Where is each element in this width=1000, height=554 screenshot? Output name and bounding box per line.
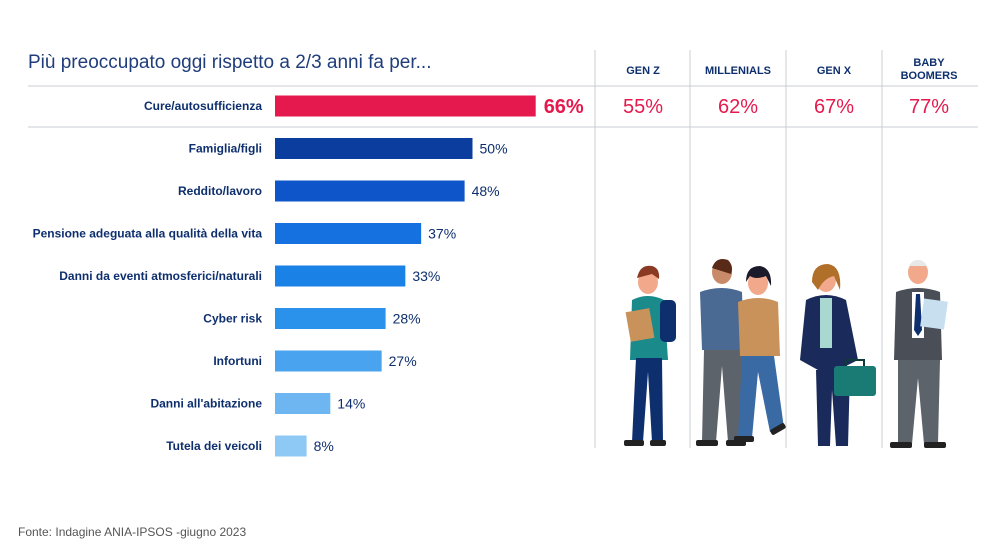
- generation-header: BOOMERS: [901, 70, 958, 82]
- gen-x-person-icon: [800, 264, 876, 446]
- people-generations-illustration: [624, 259, 948, 448]
- generation-header: GEN X: [817, 65, 852, 77]
- bar-value-label: 33%: [412, 268, 440, 284]
- category-label: Infortuni: [213, 354, 262, 368]
- bar-value-label: 66%: [544, 96, 584, 118]
- bars: [275, 95, 536, 457]
- category-label: Cure/autosufficienza: [144, 99, 262, 113]
- bar: [275, 223, 422, 244]
- bar: [275, 308, 386, 329]
- bar: [275, 95, 536, 117]
- bar-value-label: 28%: [393, 311, 421, 327]
- generation-values: 55% 62% 67% 77%: [623, 96, 949, 118]
- generation-value: 67%: [814, 96, 854, 118]
- baby-boomers-person-icon: [890, 260, 948, 448]
- bar-value-label: 8%: [314, 438, 334, 454]
- category-labels: Cure/autosufficienza Famiglia/figli Reddit…: [33, 99, 263, 453]
- chart-title: Più preoccupato oggi rispetto a 2/3 anni…: [28, 52, 432, 73]
- bar-value-label: 27%: [389, 353, 417, 369]
- bar: [275, 350, 382, 372]
- bar-value-label: 37%: [428, 226, 456, 242]
- millenials-couple-icon: [696, 259, 786, 446]
- generation-header: GEN Z: [626, 65, 660, 77]
- source-note: Fonte: Indagine ANIA-IPSOS -giugno 2023: [18, 525, 246, 539]
- gen-z-person-icon: [624, 265, 676, 446]
- category-label: Pensione adeguata alla qualità della vit…: [33, 227, 263, 241]
- bar-value-label: 48%: [472, 183, 500, 199]
- bar-value-label: 14%: [337, 396, 365, 412]
- bar-value-label: 50%: [480, 141, 508, 157]
- generation-column-dividers: [594, 50, 883, 448]
- bar: [275, 435, 307, 457]
- bar: [275, 180, 465, 202]
- category-label: Danni all'abitazione: [150, 397, 262, 411]
- category-label: Famiglia/figli: [189, 142, 262, 156]
- category-label: Danni da eventi atmosferici/naturali: [59, 269, 262, 283]
- category-label: Reddito/lavoro: [178, 184, 262, 198]
- bar: [275, 265, 406, 287]
- generation-value: 62%: [718, 96, 758, 118]
- generation-header: MILLENIALS: [705, 65, 771, 77]
- category-label: Tutela dei veicoli: [166, 439, 262, 453]
- bar: [275, 138, 473, 159]
- generation-value: 55%: [623, 96, 663, 118]
- category-label: Cyber risk: [203, 312, 262, 326]
- generation-value: 77%: [909, 96, 949, 118]
- generation-header: BABY: [913, 57, 945, 69]
- value-labels: 66% 50% 48% 37% 33% 28% 27% 14% 8%: [314, 96, 584, 454]
- bar: [275, 393, 331, 414]
